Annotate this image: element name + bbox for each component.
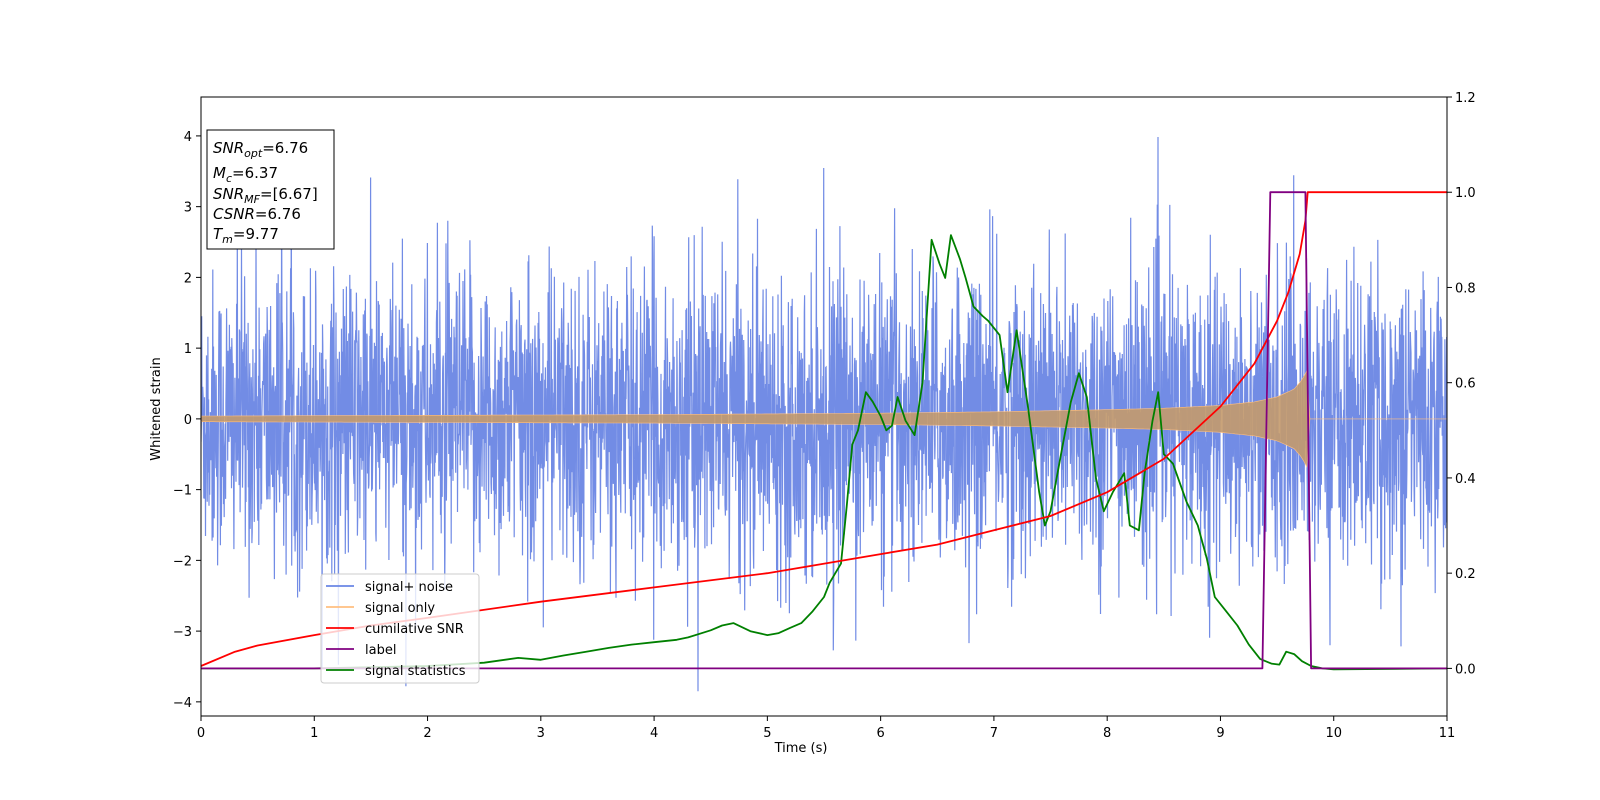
x-tick-label: 7: [990, 726, 998, 741]
annotation-line: SNRMF=[6.67]: [213, 185, 318, 206]
x-tick-label: 5: [763, 726, 771, 741]
y-tick-label: 0: [184, 413, 192, 428]
legend-label: signal statistics: [365, 664, 466, 679]
y-tick-label: 4: [184, 130, 192, 145]
y2-tick-label: 0.8: [1455, 281, 1476, 296]
signal-only-series: [200, 369, 1447, 468]
x-tick-label: 6: [876, 726, 884, 741]
legend-label: label: [365, 643, 396, 658]
x-tick-label: 2: [423, 726, 431, 741]
x-tick-label: 10: [1325, 726, 1342, 741]
signal-statistics-series: [201, 234, 1448, 671]
annotation-frame: [206, 129, 335, 250]
annotation-line: Mc=6.37: [213, 164, 278, 185]
y2-tick-label: 0.6: [1455, 377, 1476, 392]
y2-tick-label: 0.2: [1455, 567, 1476, 582]
y2-tick-label: 1.0: [1455, 186, 1476, 201]
signal-statistics-line: [201, 234, 1448, 671]
legend-label: signal only: [365, 601, 435, 616]
signal-only-envelope: [200, 369, 1447, 468]
y-tick-label: 2: [184, 271, 192, 286]
y-axis-label: Whitened strain: [149, 357, 164, 460]
y-tick-label: −4: [173, 696, 192, 711]
ticks: 0 1 2 3 4 5 6 7 8 9 10 11 −4 −3 −2 −1 0 1 2 3 4 0.0 0.2 0.4 0.6 0…: [173, 91, 1476, 741]
legend-frame: [320, 573, 480, 684]
x-tick-label: 9: [1216, 726, 1224, 741]
x-tick-label: 3: [537, 726, 545, 741]
axes: [200, 96, 1448, 717]
y-tick-label: −2: [173, 554, 192, 569]
y-tick-label: 3: [184, 201, 192, 216]
x-tick-label: 4: [650, 726, 658, 741]
y-tick-label: 1: [184, 342, 192, 357]
plot-frame: [200, 96, 1448, 717]
y2-tick-label: 0.4: [1455, 472, 1476, 487]
y2-tick-label: 1.2: [1455, 91, 1476, 106]
x-tick-label: 8: [1103, 726, 1111, 741]
x-tick-label: 1: [310, 726, 318, 741]
annotation-line: CSNR=6.76: [213, 205, 301, 223]
y-tick-label: −1: [173, 484, 192, 499]
annotation-line: SNRopt=6.76: [213, 139, 308, 160]
x-tick-label: 0: [197, 726, 205, 741]
legend-label: cumilative SNR: [365, 622, 464, 637]
y2-tick-label: 0.0: [1455, 662, 1476, 677]
label-series: [201, 191, 1447, 670]
annotation-line: Tm=9.77: [213, 225, 279, 246]
label-line: [201, 191, 1447, 670]
y-tick-label: −3: [173, 625, 192, 640]
x-tick-label: 11: [1439, 726, 1456, 741]
x-axis-label: Time (s): [774, 741, 828, 756]
legend: signal+ noise signal only cumilative SNR la…: [320, 573, 480, 684]
legend-label: signal+ noise: [365, 580, 453, 595]
